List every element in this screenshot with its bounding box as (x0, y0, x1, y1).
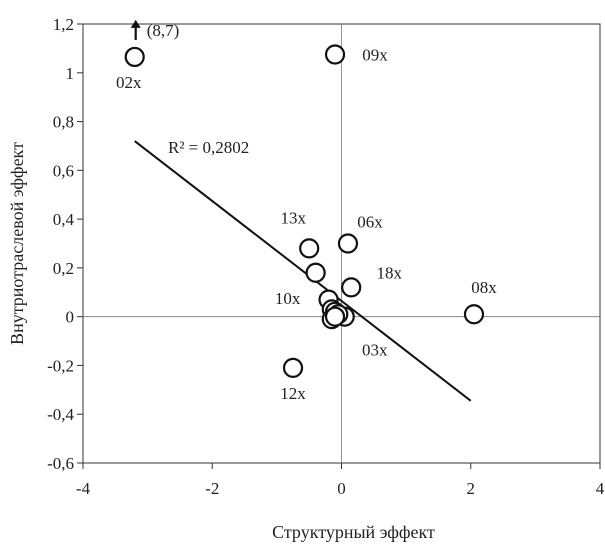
annotation-label: (8,7) (147, 21, 180, 40)
x-tick-label: 2 (467, 479, 476, 498)
data-point (341, 277, 362, 298)
x-axis-title: Структурный эффект (272, 522, 435, 542)
y-axis-title: Внутриотраслевой эффект (7, 142, 27, 345)
data-point (299, 238, 320, 259)
point-label: 06x (357, 213, 383, 232)
point-label: 08x (471, 278, 497, 297)
y-tick-label: -0,4 (47, 405, 74, 424)
data-point (282, 357, 304, 378)
x-tick-label: 4 (596, 479, 605, 498)
data-point (305, 262, 326, 283)
point-label: 10x (275, 289, 301, 308)
axes: -4 -2 0 2 4 -0,6 -0,4 -0,2 0 0,2 0,4 0,6 0,8 1 1,2 (47, 15, 605, 498)
point-label: 12x (280, 384, 306, 403)
y-tick-label: 0,6 (53, 161, 74, 180)
point-label: 13x (280, 208, 306, 227)
x-tick-label: -2 (205, 479, 219, 498)
y-tick-label: -0,6 (47, 454, 74, 473)
data-point (324, 306, 346, 327)
y-tick-label: 1,2 (53, 15, 74, 34)
x-tick-label: 0 (337, 479, 346, 498)
data-point (324, 44, 346, 65)
trendline-label: R² = 0,2802 (168, 138, 249, 157)
annotation-arrow-head (130, 19, 141, 28)
point-label: 09x (362, 45, 388, 64)
data-point (463, 304, 485, 325)
y-tick-label: -0,2 (47, 356, 74, 375)
point-labels: 02x 09x 13x 06x 10x 18x 08x 03x 12x (116, 45, 497, 402)
trendline (134, 140, 472, 402)
y-tick-label: 0,2 (53, 259, 74, 278)
x-tick-label: -4 (76, 479, 91, 498)
data-point (337, 233, 359, 254)
point-label: 18x (376, 263, 402, 282)
marks (124, 19, 485, 402)
y-tick-label: 1 (66, 64, 75, 83)
point-label: 03x (362, 341, 388, 360)
y-tick-label: 0 (66, 308, 75, 327)
point-label: 02x (116, 73, 142, 92)
y-tick-label: 0,4 (53, 210, 75, 229)
y-tick-label: 0,8 (53, 113, 74, 132)
data-point (124, 46, 145, 68)
